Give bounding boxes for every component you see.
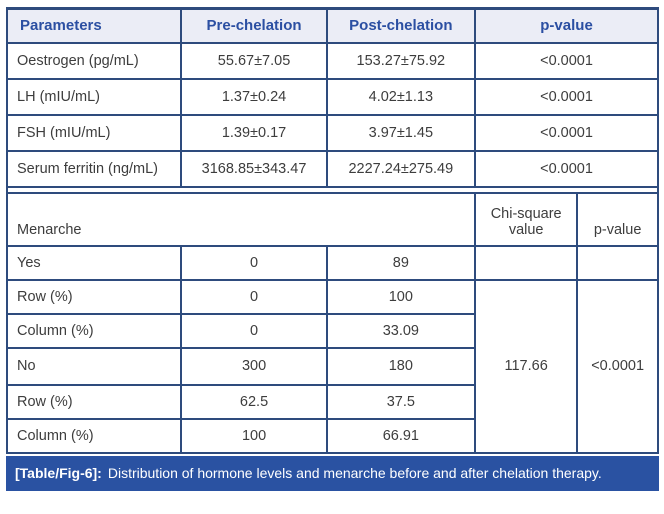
chi-square-value-cell: 117.66 (474, 278, 579, 454)
table-row-serum-ferritin: Serum ferritin (ng/mL) 3168.85±343.47 22… (5, 149, 659, 188)
pre-chelation-cell: 3168.85±343.47 (180, 149, 328, 188)
post-chelation-cell: 89 (325, 244, 477, 281)
pre-chelation-cell: 300 (180, 346, 328, 386)
table-row-oestrogen: Oestrogen (pg/mL) 55.67±7.05 153.27±75.9… (5, 41, 659, 80)
pre-chelation-cell: 0 (180, 312, 328, 349)
parameter-cell: FSH (mIU/mL) (5, 113, 183, 152)
post-chelation-cell: 153.27±75.92 (325, 41, 477, 80)
pre-chelation-cell: 0 (180, 278, 328, 315)
parameter-cell: Serum ferritin (ng/mL) (5, 149, 183, 188)
table-row-yes-row-pct: Row (%) 0 100 117.66 <0.0001 (5, 278, 659, 454)
pre-chelation-cell: 55.67±7.05 (180, 41, 328, 80)
p-value-empty-cell (576, 244, 659, 281)
table-section-divider (6, 187, 659, 192)
header-post-chelation: Post-chelation (325, 7, 477, 44)
p-value-cell: <0.0001 (474, 77, 659, 116)
post-chelation-cell: 180 (325, 346, 477, 386)
caption-figure-label: [Table/Fig-6]: (15, 464, 102, 481)
menarche-header-row: Menarche Chi-square value p-value (5, 191, 659, 247)
caption-text: Distribution of hormone levels and menar… (107, 464, 602, 481)
post-chelation-cell: 4.02±1.13 (325, 77, 477, 116)
p-value-cell: <0.0001 (474, 41, 659, 80)
post-chelation-cell: 37.5 (325, 383, 477, 420)
pre-chelation-cell: 1.39±0.17 (180, 113, 328, 152)
parameter-cell: Oestrogen (pg/mL) (5, 41, 183, 80)
row-label-cell: Yes (5, 244, 183, 281)
post-chelation-cell: 66.91 (325, 417, 477, 454)
post-chelation-cell: 33.09 (325, 312, 477, 349)
parameter-cell: LH (mIU/mL) (5, 77, 183, 116)
header-pre-chelation: Pre-chelation (180, 7, 328, 44)
menarche-section-label: Menarche (5, 191, 477, 247)
row-label-cell: Column (%) (5, 312, 183, 349)
row-label-cell: Column (%) (5, 417, 183, 454)
header-menarche-p-value: p-value (576, 191, 659, 247)
row-label-cell: Row (%) (5, 383, 183, 420)
row-label-cell: No (5, 346, 183, 386)
p-value-cell: <0.0001 (474, 113, 659, 152)
hormone-levels-table: Parameters Pre-chelation Post-chelation … (5, 7, 659, 188)
row-label-cell: Row (%) (5, 278, 183, 315)
table-row-no-row-pct: Row (%) 62.5 37.5 (5, 383, 658, 420)
table-row-no-column-pct: Column (%) 100 66.91 (5, 417, 658, 454)
post-chelation-cell: 100 (325, 278, 477, 315)
header-parameters: Parameters (5, 7, 183, 44)
table-caption: [Table/Fig-6]: Distribution of hormone le… (6, 455, 659, 491)
menarche-table: Menarche Chi-square value p-value Yes 0 … (5, 191, 659, 454)
pre-chelation-cell: 0 (180, 244, 328, 281)
table-row-yes: Yes 0 89 (5, 244, 659, 281)
pre-chelation-cell: 62.5 (180, 383, 328, 420)
chi-square-empty-cell (474, 244, 579, 281)
p-value-cell: <0.0001 (474, 149, 659, 188)
table-row-lh: LH (mIU/mL) 1.37±0.24 4.02±1.13 <0.0001 (5, 77, 659, 116)
table-row-fsh: FSH (mIU/mL) 1.39±0.17 3.97±1.45 <0.0001 (5, 113, 659, 152)
post-chelation-cell: 3.97±1.45 (325, 113, 477, 152)
header-p-value: p-value (474, 7, 659, 44)
hormone-table-header-row: Parameters Pre-chelation Post-chelation … (5, 7, 659, 44)
menarche-p-value-cell: <0.0001 (576, 278, 659, 454)
pre-chelation-cell: 1.37±0.24 (180, 77, 328, 116)
caption-text-block: [Table/Fig-6]: Distribution of hormone le… (15, 463, 605, 483)
post-chelation-cell: 2227.24±275.49 (325, 149, 477, 188)
pre-chelation-cell: 100 (180, 417, 328, 454)
table-row-no: No 300 180 (5, 346, 658, 386)
header-chi-square-value: Chi-square value (474, 191, 579, 247)
table-row-yes-column-pct: Column (%) 0 33.09 (5, 312, 658, 349)
